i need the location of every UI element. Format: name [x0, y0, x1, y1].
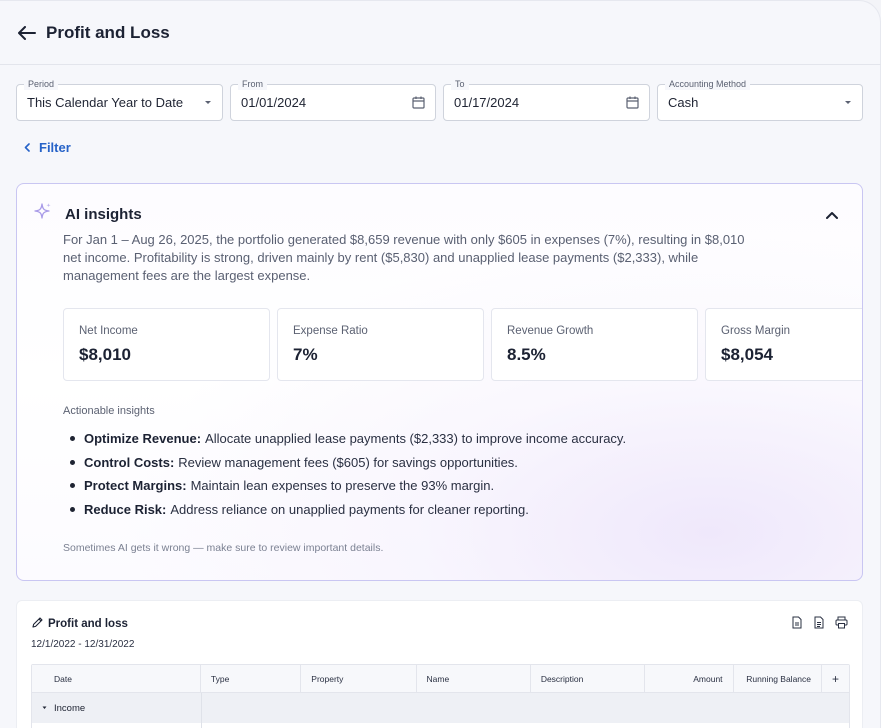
bullet-icon	[70, 459, 75, 465]
period-value: This Calendar Year to Date	[27, 95, 184, 110]
insight-heading: Reduce Risk:	[84, 501, 167, 517]
filter-toggle[interactable]: Filter	[24, 140, 71, 155]
ai-insights-title: AI insights	[65, 206, 142, 223]
report-date-range: 12/1/2022 - 12/31/2022	[31, 639, 135, 650]
ai-insights-header: AI insights	[33, 202, 142, 227]
dropdown-caret-icon	[204, 100, 212, 105]
metric-card-expense-ratio: Expense Ratio 7%	[277, 308, 484, 381]
metric-label: Expense Ratio	[293, 325, 368, 337]
collapse-chevron-icon[interactable]	[826, 206, 838, 224]
table-group-row[interactable]: Income	[32, 693, 849, 723]
list-item: Control Costs: Review management fees ($6…	[70, 451, 626, 475]
metric-value: $8,010	[79, 345, 131, 364]
group-fill	[202, 693, 849, 723]
group-label: Income	[54, 702, 86, 714]
column-header-property[interactable]: Property	[301, 665, 417, 692]
back-arrow-icon[interactable]	[16, 22, 38, 44]
from-date-field[interactable]: From 01/01/2024	[230, 78, 436, 121]
chevron-left-icon	[24, 141, 30, 155]
metric-value: 7%	[293, 345, 318, 364]
dropdown-caret-icon	[844, 100, 852, 105]
column-header-amount[interactable]: Amount	[645, 665, 734, 692]
column-header-type[interactable]: Type	[201, 665, 302, 692]
page-title: Profit and Loss	[46, 22, 170, 42]
to-label: To	[451, 78, 469, 90]
pencil-icon[interactable]	[31, 616, 48, 632]
ai-summary-text: For Jan 1 – Aug 26, 2025, the portfolio …	[63, 232, 745, 283]
report-toolbar	[791, 616, 848, 629]
filter-label: Filter	[39, 140, 71, 155]
bullet-icon	[70, 483, 75, 488]
metric-value: 8.5%	[507, 345, 546, 364]
to-date-field[interactable]: To 01/17/2024	[443, 78, 650, 121]
calendar-icon[interactable]	[412, 96, 425, 109]
sparkle-icon	[33, 202, 53, 227]
ai-disclaimer: Sometimes AI gets it wrong — make sure t…	[63, 542, 384, 554]
report-title: Profit and loss	[31, 616, 128, 632]
csv-export-icon[interactable]	[813, 616, 825, 629]
caret-down-icon	[42, 706, 47, 710]
bullet-icon	[70, 436, 75, 441]
insight-heading: Protect Margins:	[84, 478, 187, 493]
add-column-button[interactable]: +	[832, 671, 840, 686]
actionable-insights-list: Optimize Revenue: Allocate unapplied leas…	[70, 427, 626, 521]
insight-text: Address reliance on unapplied payments f…	[170, 501, 529, 517]
list-item: Protect Margins: Maintain lean expenses t…	[70, 474, 626, 498]
insight-heading: Optimize Revenue:	[84, 431, 202, 446]
accounting-method-select[interactable]: Accounting Method Cash	[657, 78, 863, 121]
column-header-running-balance[interactable]: Running Balance	[734, 665, 823, 692]
to-value: 01/17/2024	[454, 95, 520, 110]
accounting-method-value: Cash	[668, 95, 699, 110]
metric-card-revenue-growth: Revenue Growth 8.5%	[491, 308, 698, 381]
metric-label: Net Income	[79, 325, 138, 337]
table-header: Date Type Property Name Description Amou…	[32, 665, 849, 693]
metric-card-gross-margin: Gross Margin $8,054	[705, 308, 862, 381]
profit-loss-report-card: Profit and loss 12/1/2022 - 12/31/2022 D…	[16, 600, 863, 728]
bullet-icon	[70, 506, 75, 512]
metric-card-net-income: Net Income $8,010	[63, 308, 270, 381]
report-title-text: Profit and loss	[48, 618, 128, 630]
insight-text: Allocate unapplied lease payments ($2,33…	[205, 431, 627, 446]
table-cell	[32, 723, 202, 728]
list-item: Optimize Revenue: Allocate unapplied leas…	[70, 427, 626, 451]
pdf-export-icon[interactable]	[791, 616, 803, 629]
period-label: Period	[24, 78, 59, 90]
ai-insights-card: AI insights For Jan 1 – Aug 26, 2025, th…	[16, 183, 863, 581]
insight-text: Review management fees ($605) for saving…	[178, 454, 518, 470]
insight-heading: Control Costs:	[84, 454, 175, 470]
page-header: Profit and Loss	[0, 1, 881, 65]
accounting-method-label: Accounting Method	[665, 78, 751, 90]
metric-label: Gross Margin	[721, 325, 791, 337]
actionable-insights-title: Actionable insights	[63, 405, 155, 417]
from-label: From	[238, 78, 267, 90]
list-item: Reduce Risk: Address reliance on unapplie…	[70, 498, 626, 522]
print-icon[interactable]	[835, 616, 848, 629]
table-row	[32, 723, 849, 728]
from-value: 01/01/2024	[241, 95, 307, 110]
column-header-description[interactable]: Description	[531, 665, 646, 692]
group-cell[interactable]: Income	[32, 693, 202, 723]
calendar-icon[interactable]	[626, 96, 639, 109]
period-select[interactable]: Period This Calendar Year to Date	[16, 78, 223, 121]
metric-label: Revenue Growth	[507, 325, 594, 337]
column-header-name[interactable]: Name	[417, 665, 531, 692]
insight-text: Maintain lean expenses to preserve the 9…	[190, 478, 495, 493]
metric-value: $8,054	[721, 345, 773, 364]
report-table: Date Type Property Name Description Amou…	[31, 664, 850, 728]
column-header-date[interactable]: Date	[32, 665, 201, 692]
